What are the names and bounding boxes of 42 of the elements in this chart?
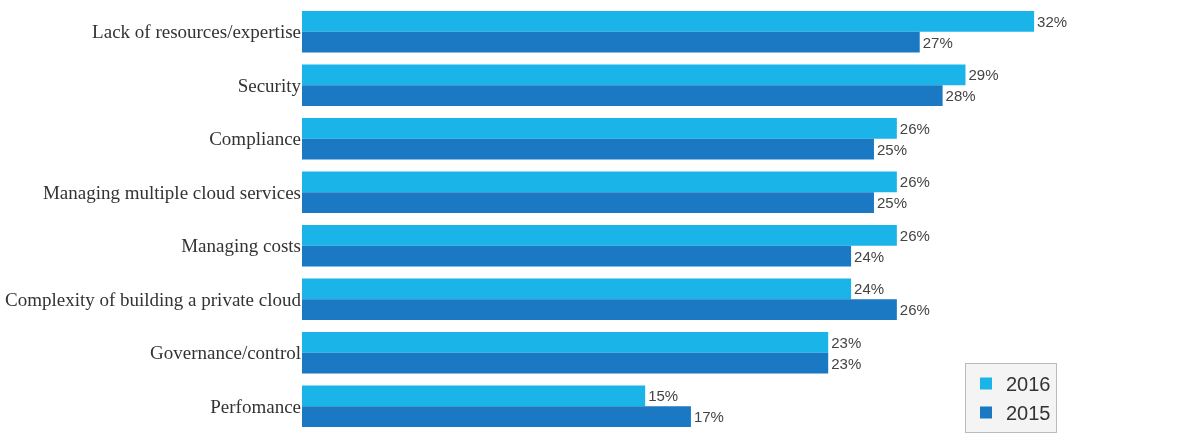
bar	[302, 278, 852, 300]
data-label: 32%	[1037, 12, 1068, 30]
bar	[302, 64, 966, 86]
data-label: 26%	[899, 226, 930, 244]
legend-label: 2016	[1006, 373, 1051, 396]
bar	[302, 31, 920, 53]
data-label: 23%	[831, 354, 862, 372]
y-tick-label: Managing multiple cloud services	[42, 181, 301, 203]
data-label: 17%	[693, 408, 724, 426]
data-label: 27%	[922, 33, 953, 51]
y-tick-label: Governance/control	[150, 342, 301, 364]
y-tick-label: Complexity of building a private cloud	[4, 288, 302, 310]
data-label: 28%	[945, 87, 976, 105]
bar	[302, 192, 874, 214]
data-label: 26%	[899, 173, 930, 191]
bar	[302, 331, 829, 353]
data-label: 26%	[899, 301, 930, 319]
bar	[302, 406, 691, 428]
bar	[302, 171, 897, 193]
data-label: 24%	[854, 280, 885, 298]
data-label: 25%	[876, 140, 907, 158]
data-label: 15%	[648, 387, 679, 405]
y-tick-label: Compliance	[209, 128, 301, 150]
data-label: 26%	[899, 119, 930, 137]
data-label: 29%	[968, 66, 999, 84]
bar	[302, 85, 943, 107]
bar	[302, 117, 897, 139]
y-tick-label: Security	[237, 74, 302, 96]
bar	[302, 224, 897, 246]
data-label: 24%	[854, 247, 885, 265]
bar	[302, 138, 874, 160]
data-label: 23%	[831, 333, 862, 351]
y-tick-label: Perfomance	[210, 395, 301, 417]
bar	[302, 385, 646, 407]
y-tick-label: Managing costs	[181, 235, 301, 257]
bar	[302, 10, 1035, 32]
bar	[302, 352, 829, 374]
bar	[302, 245, 852, 267]
data-label: 25%	[876, 194, 907, 212]
bar	[302, 299, 897, 321]
y-tick-label: Lack of resources/expertise	[92, 21, 301, 43]
legend-label: 2015	[1006, 402, 1051, 425]
